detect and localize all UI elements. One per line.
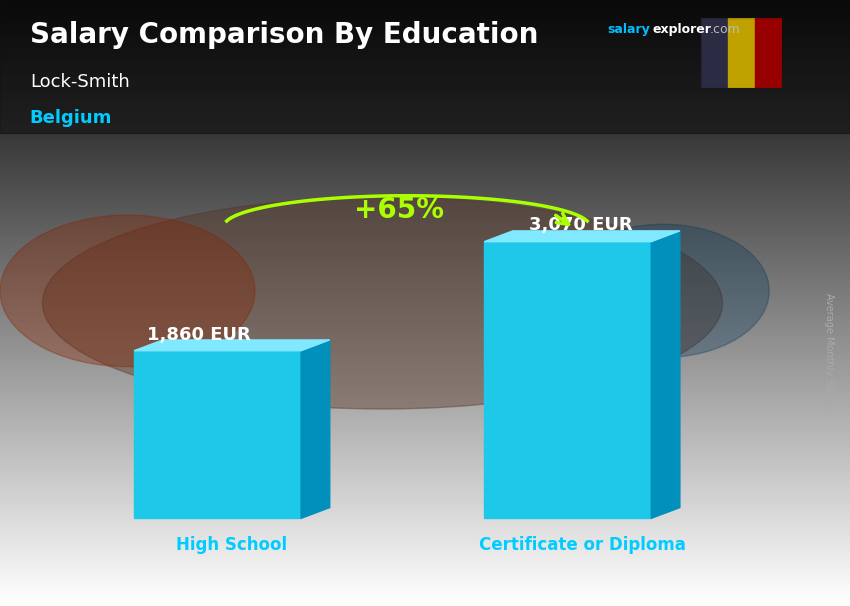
Text: salary: salary (608, 23, 650, 36)
Polygon shape (301, 340, 330, 518)
Polygon shape (484, 242, 651, 518)
Text: Lock-Smith: Lock-Smith (30, 73, 129, 91)
Text: 3,070 EUR: 3,070 EUR (529, 216, 632, 235)
Text: 1,860 EUR: 1,860 EUR (146, 325, 251, 344)
Text: +65%: +65% (354, 196, 444, 224)
Ellipse shape (0, 215, 255, 367)
Polygon shape (484, 231, 680, 242)
Polygon shape (134, 340, 330, 351)
Text: High School: High School (176, 536, 287, 554)
Bar (701, 18, 728, 88)
Text: .com: .com (710, 23, 740, 36)
Bar (0, 0, 850, 133)
Ellipse shape (557, 224, 769, 358)
Bar (728, 18, 755, 88)
Polygon shape (134, 351, 301, 518)
Text: Belgium: Belgium (30, 109, 112, 127)
Text: Certificate or Diploma: Certificate or Diploma (479, 536, 685, 554)
Text: Average Monthly Salary: Average Monthly Salary (824, 293, 834, 410)
Bar (755, 18, 782, 88)
Text: Salary Comparison By Education: Salary Comparison By Education (30, 21, 538, 49)
Ellipse shape (42, 197, 722, 409)
Polygon shape (651, 231, 680, 518)
Text: explorer: explorer (653, 23, 711, 36)
